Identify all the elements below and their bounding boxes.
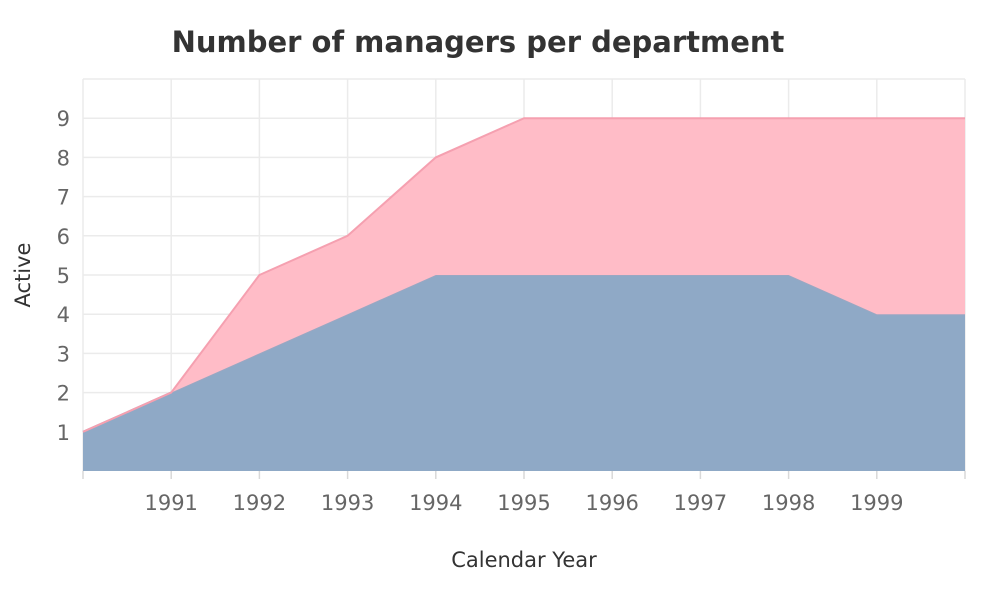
x-tick-label: 1998 <box>762 491 815 515</box>
x-tick-label: 1995 <box>497 491 550 515</box>
y-tick-label: 5 <box>57 264 70 288</box>
series-1-area <box>83 275 965 471</box>
y-tick-label: 9 <box>57 107 70 131</box>
y-tick-label: 8 <box>57 146 70 170</box>
y-tick-label: 2 <box>57 382 70 406</box>
x-tick-label: 1994 <box>409 491 462 515</box>
x-tick-label: 1999 <box>850 491 903 515</box>
y-tick-label: 4 <box>57 303 70 327</box>
y-tick-label: 1 <box>57 421 70 445</box>
plot-area <box>82 117 965 471</box>
chart-title: Number of managers per department <box>172 25 785 59</box>
x-tick-label: 1992 <box>233 491 286 515</box>
x-tick-label: 1997 <box>674 491 727 515</box>
y-axis-title: Active <box>11 243 35 308</box>
y-tick-label: 7 <box>57 186 70 210</box>
x-tick-label: 1991 <box>144 491 197 515</box>
x-axis-ticks: 1991 1992 1993 1994 1995 1996 1997 1998 1999 <box>82 471 966 515</box>
series-2-area <box>83 118 965 432</box>
x-tick-label: 1996 <box>585 491 638 515</box>
x-tick-label: 1993 <box>321 491 374 515</box>
series-2-line <box>82 117 965 433</box>
y-axis-ticks: 1 2 3 4 5 6 7 8 9 <box>57 107 70 445</box>
x-axis-title: Calendar Year <box>451 548 597 572</box>
y-tick-label: 6 <box>57 225 70 249</box>
y-tick-label: 3 <box>57 342 70 366</box>
